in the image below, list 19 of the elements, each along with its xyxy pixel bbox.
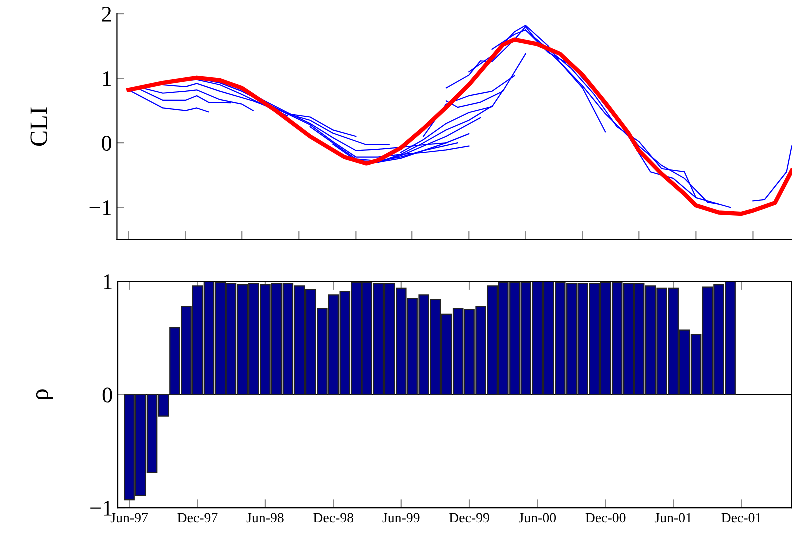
- y-axis-title: CLI: [30, 108, 48, 146]
- x-tick-label: Jun-99: [382, 513, 420, 523]
- y-tick-label: −1: [90, 501, 112, 516]
- y-tick-label: 0: [102, 388, 112, 403]
- x-tick-label: Dec-99: [449, 513, 490, 523]
- y-tick-label: 1: [103, 72, 112, 86]
- x-tick-label: Dec-01: [722, 513, 762, 523]
- y-tick-label: 1: [104, 274, 112, 290]
- y-tick-label: 0: [102, 136, 112, 151]
- x-tick-label: Dec-97: [178, 513, 218, 523]
- x-tick-label: Jun-00: [519, 513, 556, 523]
- y-tick-label: 2: [102, 7, 112, 22]
- x-tick-label: Dec-98: [314, 513, 354, 523]
- x-tick-label: Dec-00: [586, 513, 626, 523]
- y-axis-title: ρ: [36, 390, 54, 400]
- x-tick-label: Jun-98: [246, 513, 284, 523]
- x-tick-label: Jun-97: [110, 513, 148, 523]
- x-tick-label: Jun-01: [654, 513, 692, 523]
- y-tick-label: −1: [90, 200, 112, 216]
